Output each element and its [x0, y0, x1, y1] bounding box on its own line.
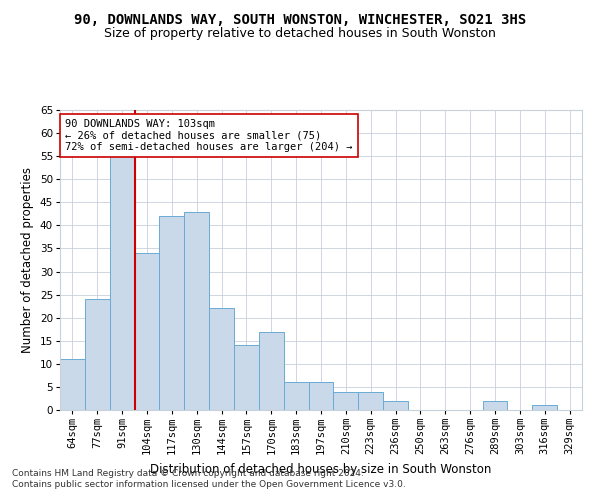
Y-axis label: Number of detached properties: Number of detached properties: [21, 167, 34, 353]
Bar: [259, 332, 284, 410]
Text: Contains public sector information licensed under the Open Government Licence v3: Contains public sector information licen…: [12, 480, 406, 489]
Bar: [184, 212, 209, 410]
Bar: [383, 401, 408, 410]
Bar: [334, 392, 358, 410]
Bar: [284, 382, 308, 410]
Bar: [209, 308, 234, 410]
Bar: [308, 382, 334, 410]
Bar: [60, 359, 85, 410]
Bar: [85, 299, 110, 410]
Bar: [482, 401, 508, 410]
Text: 90, DOWNLANDS WAY, SOUTH WONSTON, WINCHESTER, SO21 3HS: 90, DOWNLANDS WAY, SOUTH WONSTON, WINCHE…: [74, 12, 526, 26]
Bar: [160, 216, 184, 410]
Bar: [234, 346, 259, 410]
X-axis label: Distribution of detached houses by size in South Wonston: Distribution of detached houses by size …: [151, 463, 491, 476]
Text: Size of property relative to detached houses in South Wonston: Size of property relative to detached ho…: [104, 28, 496, 40]
Bar: [358, 392, 383, 410]
Bar: [110, 156, 134, 410]
Text: Contains HM Land Registry data © Crown copyright and database right 2024.: Contains HM Land Registry data © Crown c…: [12, 468, 364, 477]
Bar: [134, 253, 160, 410]
Text: 90 DOWNLANDS WAY: 103sqm
← 26% of detached houses are smaller (75)
72% of semi-d: 90 DOWNLANDS WAY: 103sqm ← 26% of detach…: [65, 119, 353, 152]
Bar: [532, 406, 557, 410]
